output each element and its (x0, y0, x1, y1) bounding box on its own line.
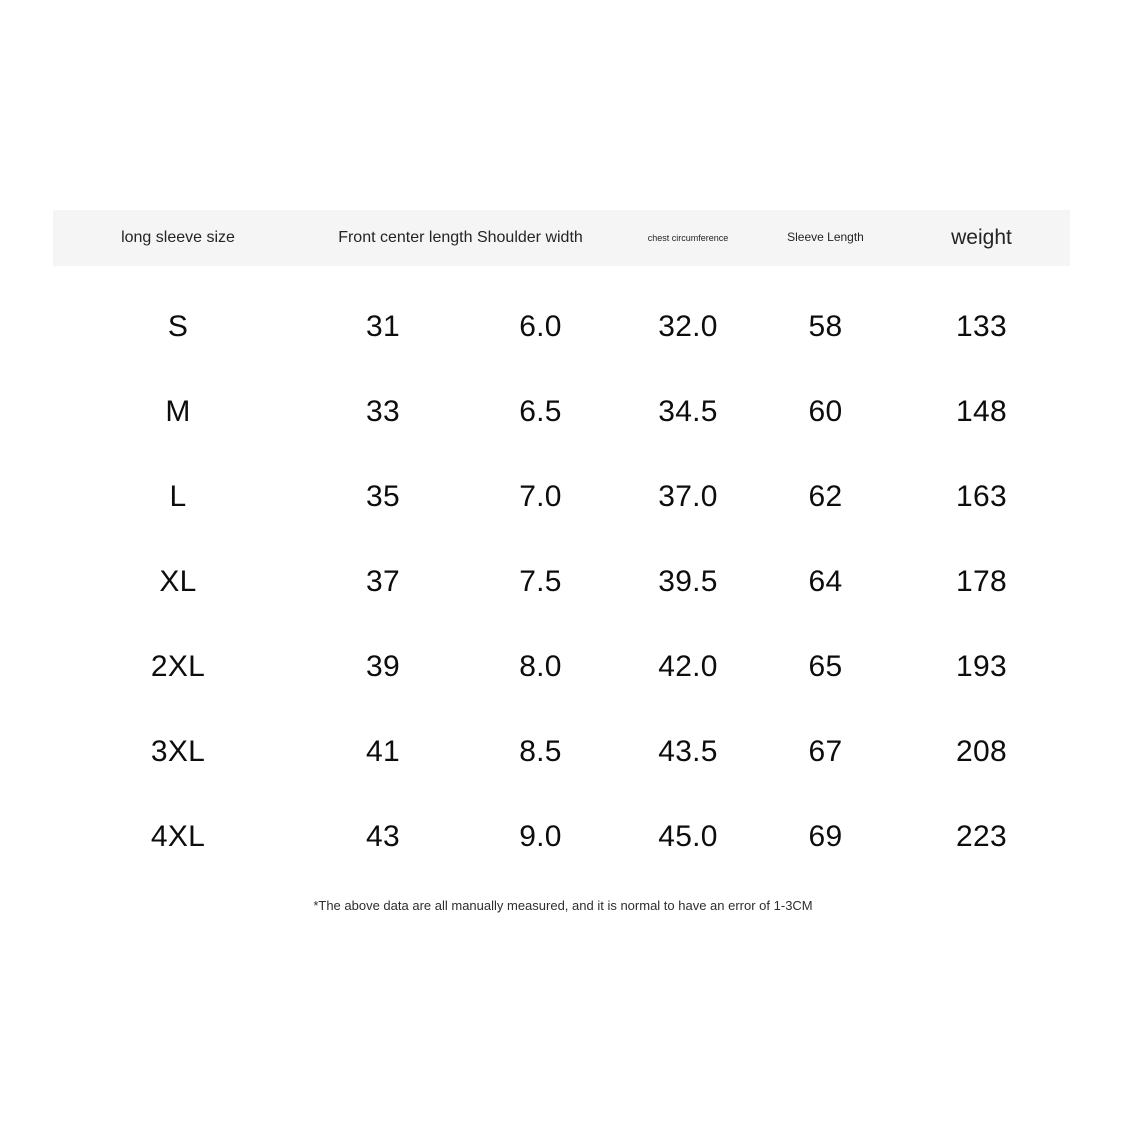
column-header-front-center-length-shoulder-width: Front center length Shoulder width (338, 228, 583, 246)
cell-shoulder-width: 6.5 (519, 394, 562, 428)
table-row: 2XL 39 8.0 42.0 65 193 (53, 624, 1070, 709)
cell-chest-circumference: 42.0 (658, 649, 718, 683)
table-row: M 33 6.5 34.5 60 148 (53, 369, 1070, 454)
column-header-sleeve-length: Sleeve Length (787, 231, 864, 245)
table-row: S 31 6.0 32.0 58 133 (53, 284, 1070, 369)
cell-size: 4XL (150, 819, 206, 853)
cell-shoulder-width: 7.0 (519, 479, 562, 513)
cell-sleeve-length: 65 (808, 649, 843, 683)
cell-shoulder-width: 8.0 (519, 649, 562, 683)
cell-weight: 133 (956, 309, 1007, 343)
table-body: S 31 6.0 32.0 58 133 M 33 6.5 34.5 60 14… (53, 266, 1070, 879)
cell-sleeve-length: 58 (808, 309, 843, 343)
table-row: L 35 7.0 37.0 62 163 (53, 454, 1070, 539)
cell-chest-circumference: 32.0 (658, 309, 718, 343)
cell-shoulder-width: 9.0 (519, 819, 562, 853)
cell-front-center-length: 39 (366, 649, 400, 683)
cell-sleeve-length: 60 (808, 394, 843, 428)
cell-shoulder-width: 8.5 (519, 734, 562, 768)
cell-weight: 163 (956, 479, 1007, 513)
cell-chest-circumference: 39.5 (658, 564, 718, 598)
cell-shoulder-width: 7.5 (519, 564, 562, 598)
cell-weight: 208 (956, 734, 1007, 768)
cell-size: 3XL (150, 734, 206, 768)
size-chart-table: long sleeve size Front center length Sho… (53, 210, 1070, 879)
cell-front-center-length: 31 (366, 309, 400, 343)
column-header-size: long sleeve size (121, 228, 235, 246)
cell-sleeve-length: 69 (808, 819, 843, 853)
cell-size: M (165, 394, 191, 428)
cell-front-center-length: 33 (366, 394, 400, 428)
cell-sleeve-length: 64 (808, 564, 843, 598)
cell-chest-circumference: 43.5 (658, 734, 718, 768)
column-header-weight: weight (951, 225, 1012, 249)
cell-size: L (169, 479, 187, 513)
cell-weight: 178 (956, 564, 1007, 598)
cell-weight: 193 (956, 649, 1007, 683)
column-header-chest-circumference: chest circumference (647, 232, 729, 243)
cell-weight: 148 (956, 394, 1007, 428)
cell-front-center-length: 41 (366, 734, 400, 768)
cell-weight: 223 (956, 819, 1007, 853)
table-header-row: long sleeve size Front center length Sho… (53, 210, 1070, 266)
cell-size: XL (159, 564, 197, 598)
cell-size: 2XL (150, 649, 206, 683)
cell-size: S (167, 309, 189, 343)
cell-front-center-length: 35 (366, 479, 400, 513)
cell-chest-circumference: 45.0 (658, 819, 718, 853)
table-row: 4XL 43 9.0 45.0 69 223 (53, 794, 1070, 879)
cell-sleeve-length: 67 (808, 734, 843, 768)
table-row: 3XL 41 8.5 43.5 67 208 (53, 709, 1070, 794)
cell-chest-circumference: 37.0 (658, 479, 718, 513)
table-row: XL 37 7.5 39.5 64 178 (53, 539, 1070, 624)
cell-chest-circumference: 34.5 (658, 394, 718, 428)
cell-front-center-length: 43 (366, 819, 400, 853)
cell-front-center-length: 37 (366, 564, 400, 598)
cell-sleeve-length: 62 (808, 479, 843, 513)
cell-shoulder-width: 6.0 (519, 309, 562, 343)
measurement-disclaimer: *The above data are all manually measure… (313, 898, 813, 913)
